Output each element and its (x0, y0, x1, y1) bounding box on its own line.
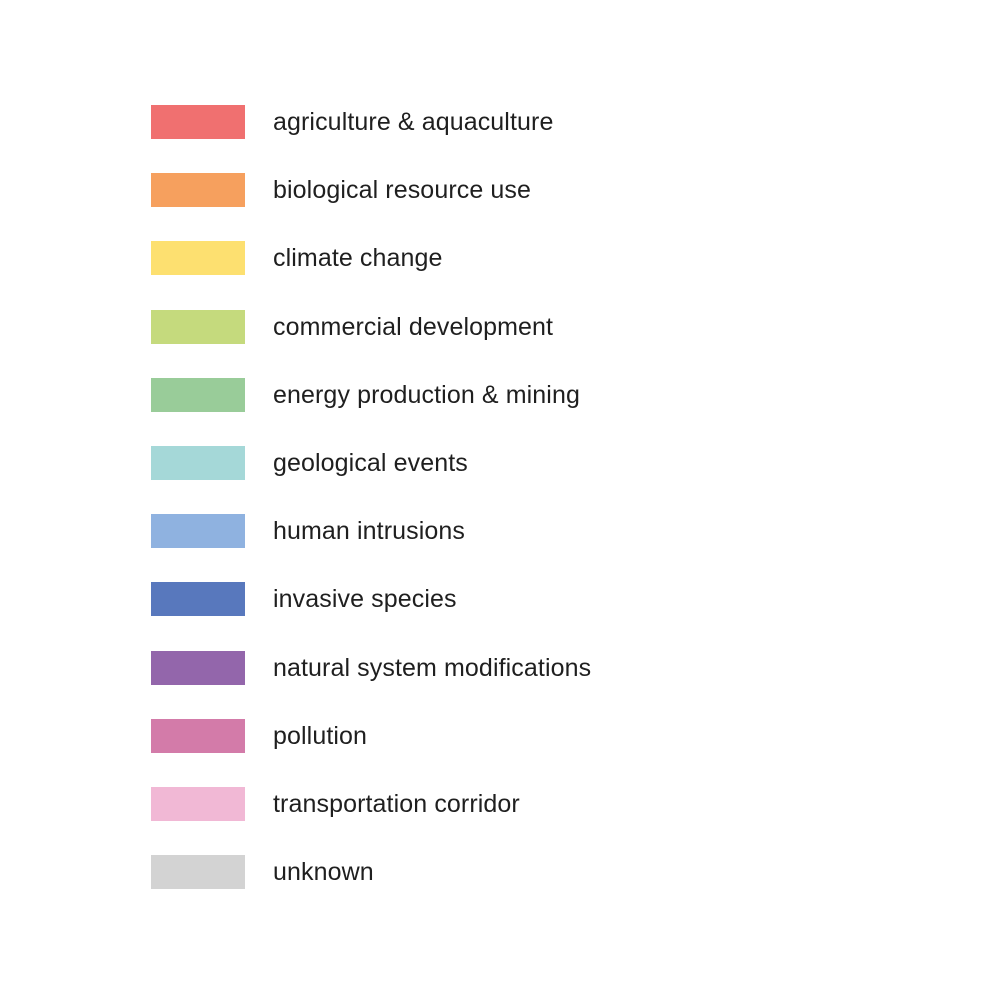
legend-item-biological-resource-use: biological resource use (151, 173, 851, 241)
legend-item-climate-change: climate change (151, 241, 851, 309)
legend-item-commercial-development: commercial development (151, 309, 851, 378)
legend-item-human-intrusions: human intrusions (151, 514, 851, 582)
legend-item-natural-system-modifications: natural system modifications (151, 650, 851, 719)
color-swatch (151, 241, 245, 276)
legend-label: pollution (273, 721, 368, 750)
color-swatch (151, 855, 245, 890)
color-swatch (151, 377, 245, 412)
color-swatch (151, 514, 245, 549)
legend-label: natural system modifications (273, 653, 592, 682)
legend-item-energy-production-mining: energy production & mining (151, 377, 851, 446)
legend-label: biological resource use (273, 176, 532, 205)
legend-label: human intrusions (273, 517, 465, 546)
legend-label: agriculture & aquaculture (273, 108, 554, 136)
color-swatch (151, 718, 245, 753)
color-swatch (151, 173, 245, 208)
legend-item-pollution: pollution (151, 718, 851, 787)
color-swatch (151, 445, 245, 480)
legend-item-unknown: unknown (151, 855, 851, 923)
legend-label: geological events (273, 448, 468, 477)
legend-item-invasive-species: invasive species (151, 582, 851, 650)
legend-label: transportation corridor (273, 789, 520, 818)
color-swatch (151, 105, 245, 139)
color-swatch (151, 786, 245, 821)
legend-item-geological-events: geological events (151, 445, 851, 514)
legend-label: unknown (273, 858, 374, 887)
legend-label: climate change (273, 244, 443, 273)
color-swatch (151, 309, 245, 344)
legend: agriculture & aquaculture biological res… (151, 105, 851, 923)
legend-item-transportation-corridor: transportation corridor (151, 786, 851, 855)
legend-label: energy production & mining (273, 380, 580, 409)
legend-item-agriculture-aquaculture: agriculture & aquaculture (151, 105, 851, 173)
legend-label: commercial development (273, 312, 554, 341)
color-swatch (151, 650, 245, 685)
legend-label: invasive species (273, 585, 457, 614)
color-swatch (151, 582, 245, 617)
